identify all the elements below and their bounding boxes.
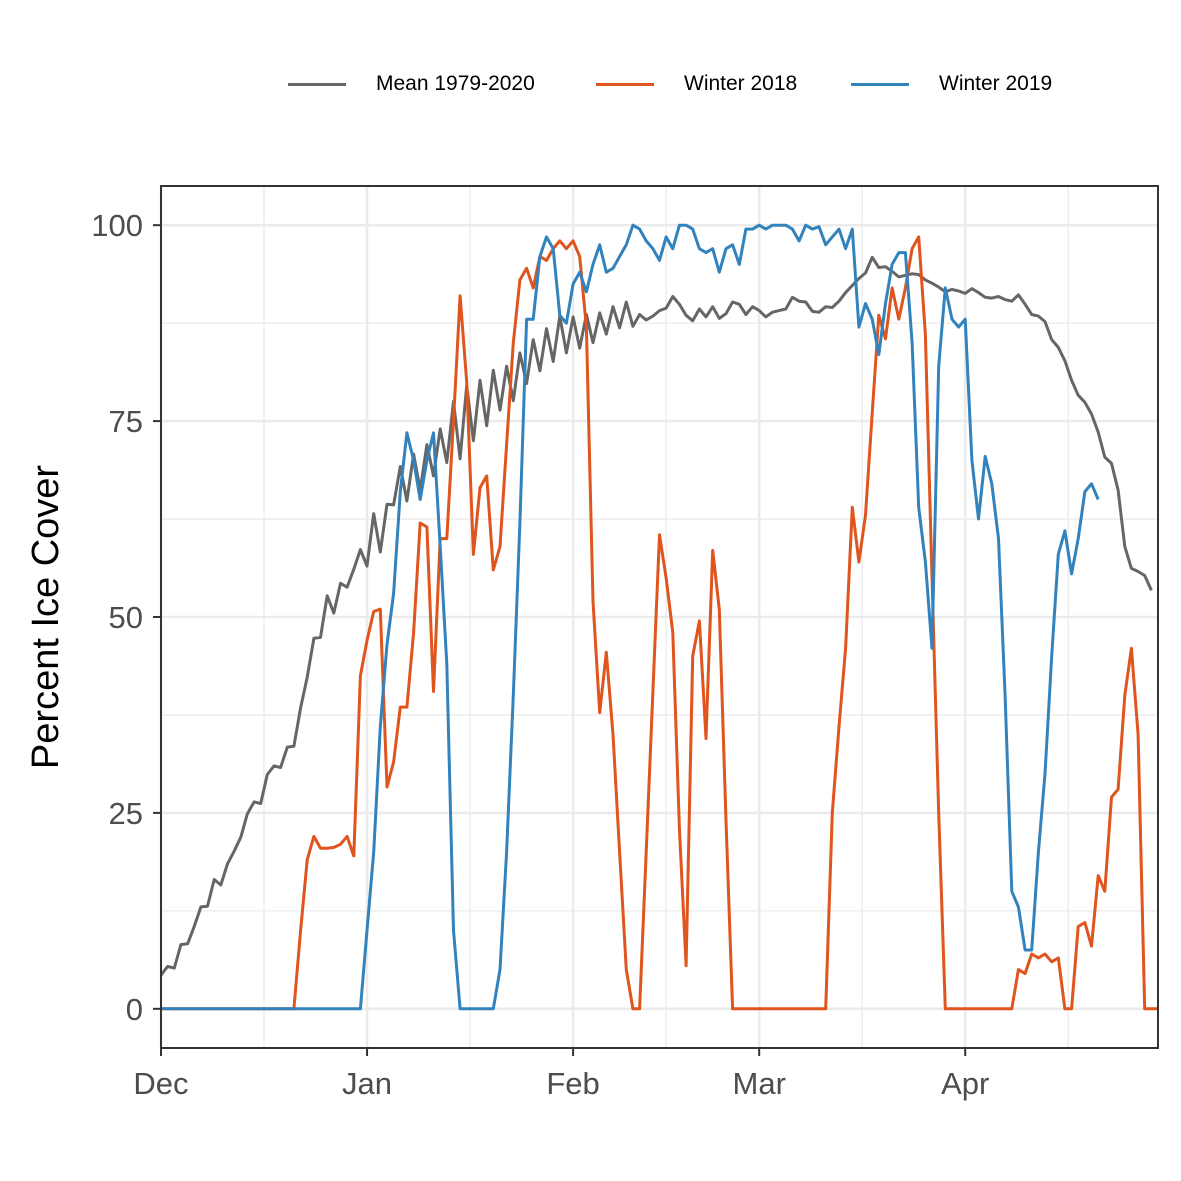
legend-swatch-winter-2019 <box>851 82 909 86</box>
legend-label-winter-2019: Winter 2019 <box>939 72 1053 95</box>
x-tick-label: Feb <box>546 1066 599 1101</box>
axis-ticks: 0 25 50 75 100 Dec Jan Feb Mar Apr <box>91 208 989 1101</box>
series-lines <box>159 223 1158 1011</box>
grid <box>159 186 1158 1048</box>
x-tick-label: Apr <box>941 1066 989 1101</box>
legend-label-winter-2018: Winter 2018 <box>684 72 798 95</box>
legend-label-mean: Mean 1979-2020 <box>376 72 535 95</box>
legend-item-winter-2018: Winter 2018 <box>596 62 797 106</box>
legend-item-mean: Mean 1979-2020 <box>288 62 535 106</box>
y-tick-label: 0 <box>126 992 143 1027</box>
y-tick-label: 25 <box>109 796 143 831</box>
y-tick-label: 75 <box>109 404 143 439</box>
legend-swatch-mean <box>288 82 346 86</box>
y-axis-title: Percent Ice Cover <box>25 465 67 769</box>
y-tick-label: 100 <box>91 208 143 243</box>
x-tick-label: Jan <box>342 1066 392 1101</box>
x-tick-label: Dec <box>133 1066 188 1101</box>
series-line-2 <box>161 223 1100 1011</box>
legend-item-winter-2019: Winter 2019 <box>851 62 1052 106</box>
x-tick-label: Mar <box>733 1066 786 1101</box>
y-tick-label: 50 <box>109 600 143 635</box>
series-line-1 <box>161 235 1158 1011</box>
legend: Mean 1979-2020 Winter 2018 Winter 2019 <box>0 62 1181 106</box>
series-line-0 <box>159 255 1153 977</box>
legend-swatch-winter-2018 <box>596 82 654 86</box>
